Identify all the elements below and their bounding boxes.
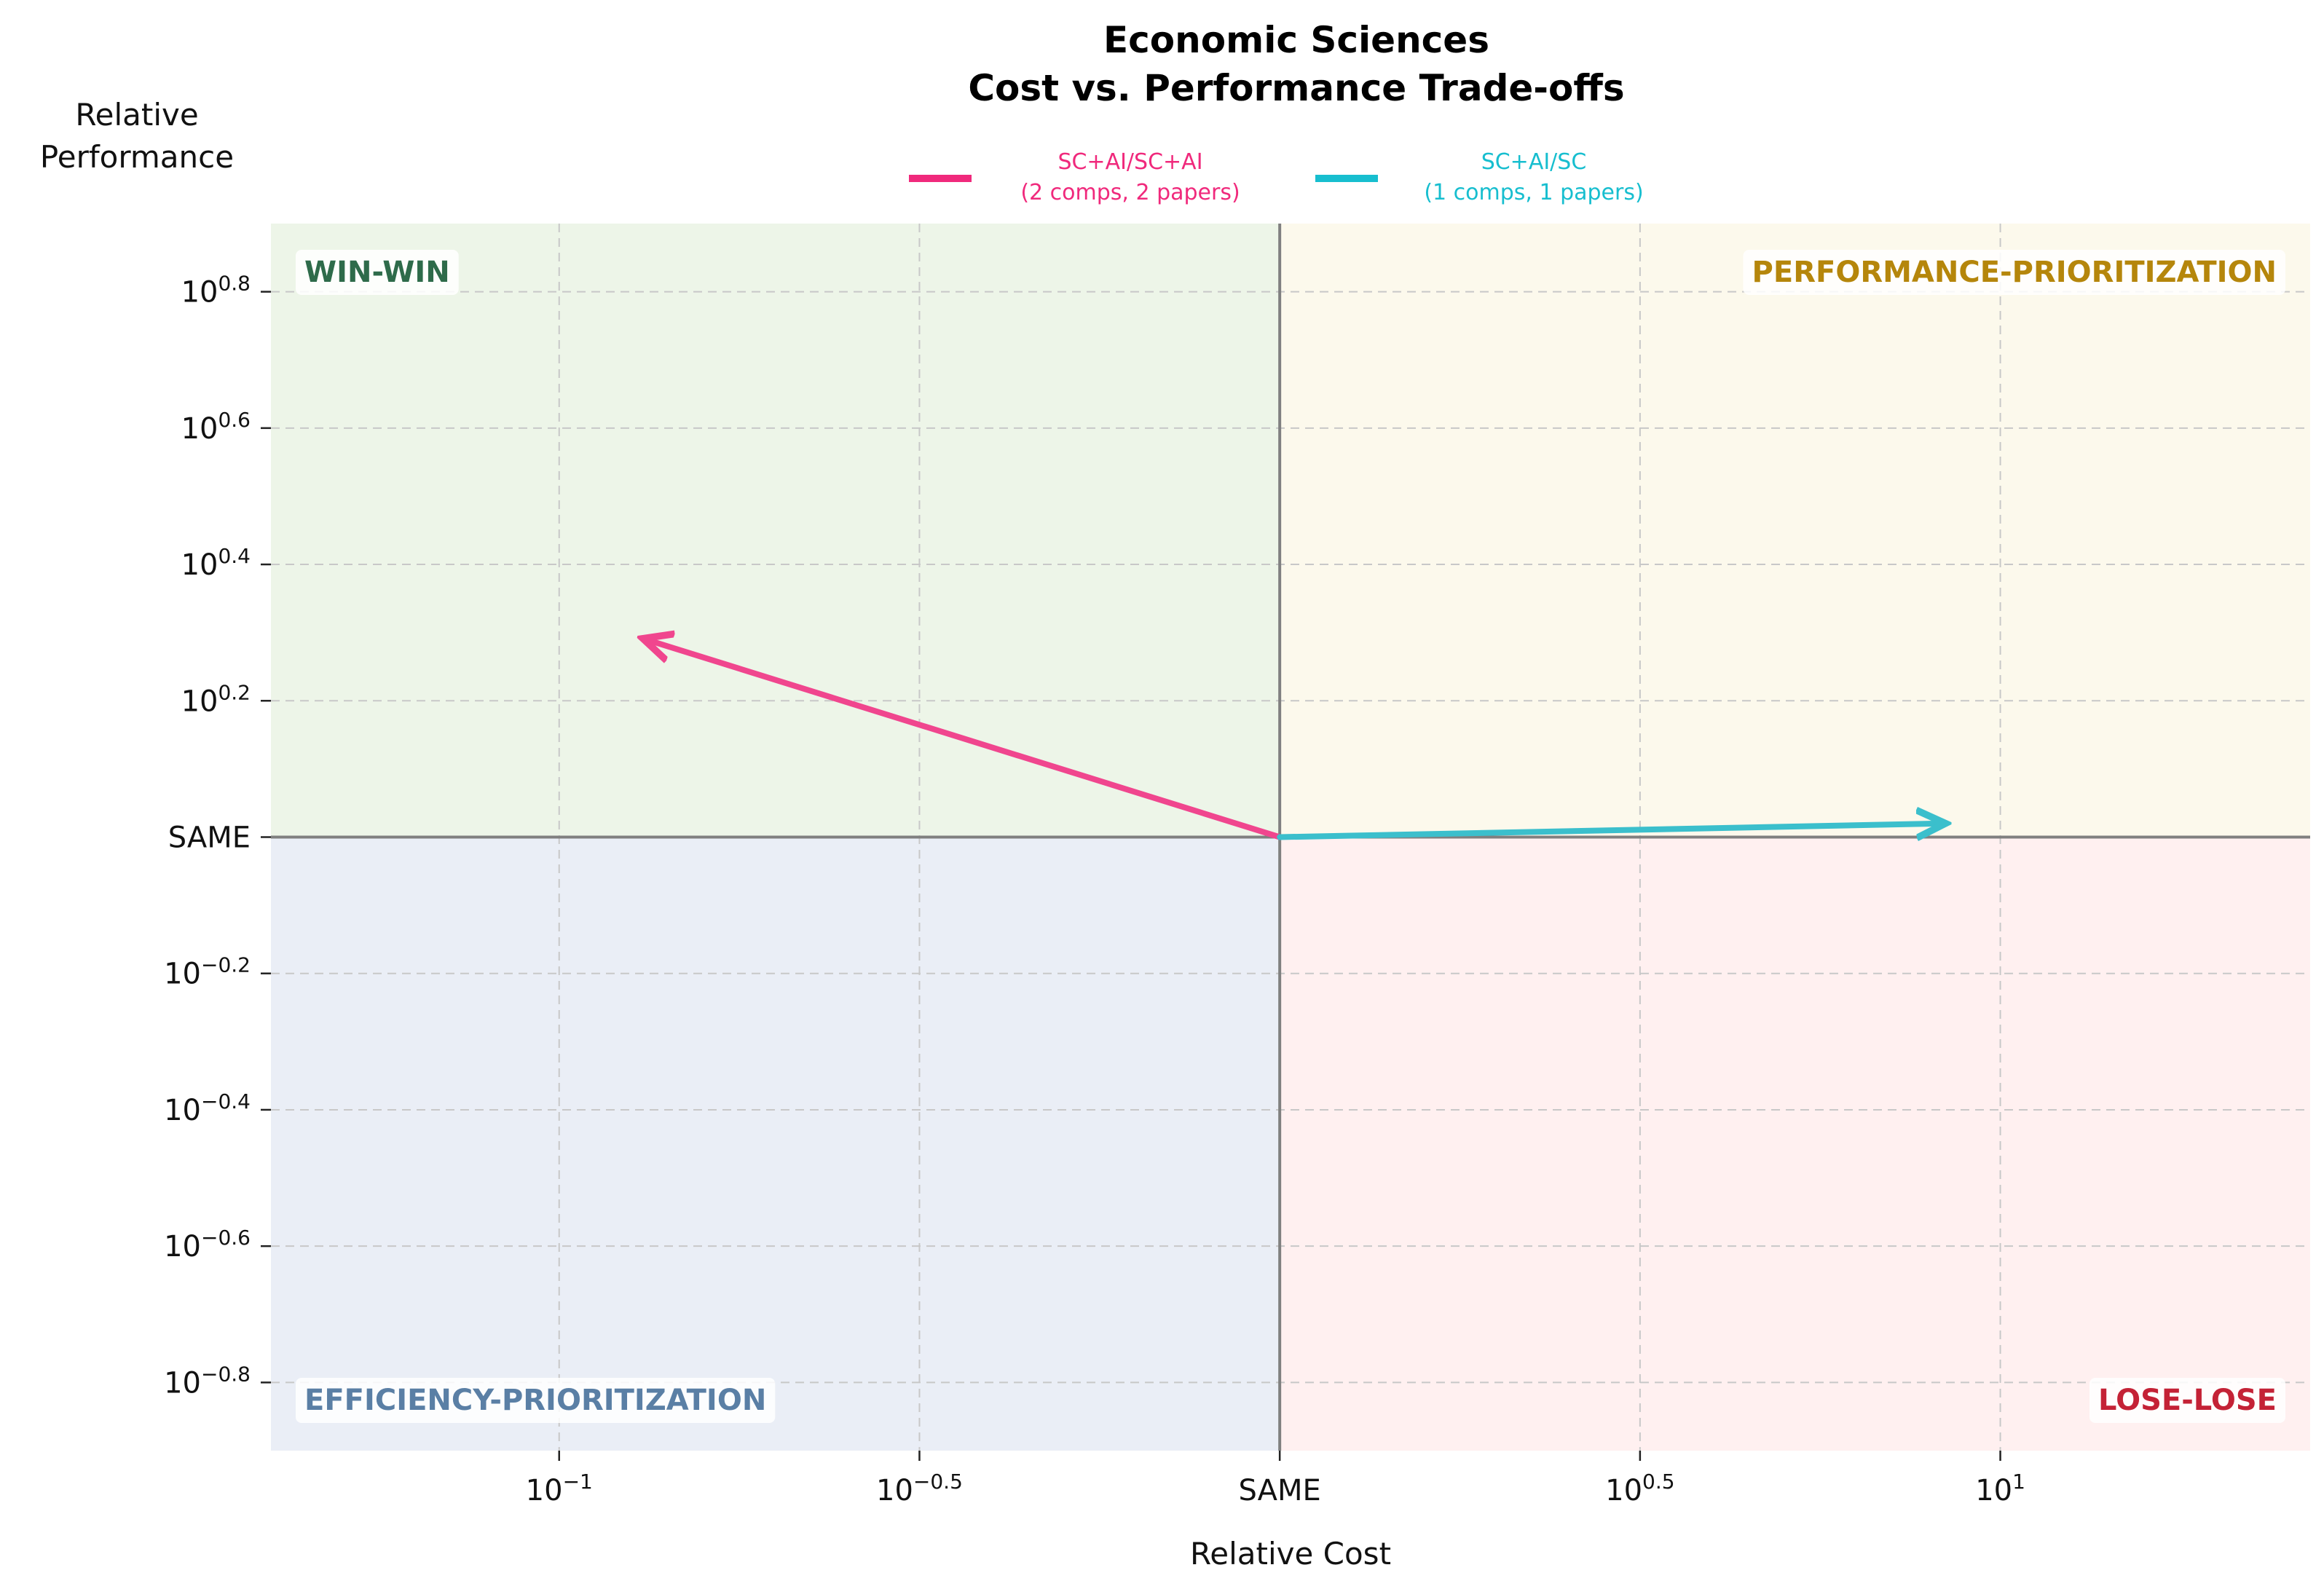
y-tick-label: 100.2 — [181, 680, 251, 718]
quadrant-backgrounds — [271, 224, 2310, 1451]
series — [645, 639, 1942, 837]
x-tick-label: SAME — [1239, 1474, 1321, 1507]
y-axis-label-line-2: Performance — [40, 139, 234, 175]
quadrant-label-box — [296, 250, 459, 295]
x-tick-label: 10−1 — [526, 1470, 593, 1507]
x-tick-label: 101 — [1975, 1470, 2025, 1507]
quadrant-label-box — [2089, 1378, 2285, 1423]
quadrant-label-text: PERFORMANCE-PRIORITIZATION — [1752, 256, 2277, 289]
chart-title-line-2: Cost vs. Performance Trade-offs — [968, 67, 1624, 109]
quadrant-label-top-left: WIN-WIN — [296, 250, 459, 295]
y-tick-label: 10−0.6 — [164, 1226, 251, 1263]
y-tick-label: 100.6 — [181, 408, 251, 446]
quadrant-label-text: WIN-WIN — [304, 256, 450, 289]
quadrant-label-text: EFFICIENCY-PRIORITIZATION — [304, 1384, 766, 1417]
quadrant-label-box — [1743, 250, 2285, 295]
quadrant-label-bottom-right: LOSE-LOSE — [2089, 1378, 2285, 1423]
y-tick-labels: 100.8 100.6 100.4 100.2 SAME 10−0.2 10−0.4 10−0… — [164, 272, 251, 1400]
y-tick-label: 10−0.8 — [164, 1362, 251, 1400]
x-axis-label: Relative Cost — [1190, 1536, 1391, 1572]
quadrant-label-text: LOSE-LOSE — [2098, 1384, 2277, 1417]
series-arrow-2 — [1277, 824, 1942, 837]
legend-detail-series-1: (2 comps, 2 papers) — [1020, 180, 1240, 205]
quadrant-bottom-right — [1280, 837, 2310, 1451]
quadrant-label-box — [296, 1378, 776, 1423]
legend-label-series-2: SC+AI/SC — [1481, 149, 1587, 175]
legend-label-series-1: SC+AI/SC+AI — [1057, 149, 1202, 175]
quadrant-label-bottom-left: EFFICIENCY-PRIORITIZATION — [296, 1378, 776, 1423]
x-tick-labels: 10−1 10−0.5 SAME 100.5 101 — [526, 1470, 2025, 1507]
quadrant-label-top-right: PERFORMANCE-PRIORITIZATION — [1743, 250, 2285, 295]
legend-detail-series-2: (1 comps, 1 papers) — [1424, 180, 1643, 205]
series-arrow-1 — [645, 639, 1283, 840]
quadrant-bottom-left — [271, 837, 1280, 1451]
y-tick-label: 100.8 — [181, 272, 251, 309]
y-tick-label: 10−0.4 — [164, 1089, 251, 1127]
quadrant-top-left — [271, 224, 1280, 837]
y-tick-label: SAME — [168, 821, 251, 855]
y-tick-label: 100.4 — [181, 544, 251, 582]
y-axis-label-line-1: Relative — [75, 97, 198, 133]
chart-title-line-1: Economic Sciences — [1103, 19, 1489, 61]
y-tick-label: 10−0.2 — [164, 953, 251, 991]
legend: SC+AI/SC+AI (2 comps, 2 papers) SC+AI/SC… — [909, 149, 1644, 205]
quadrant-top-right — [1280, 224, 2310, 837]
x-tick-label: 100.5 — [1605, 1470, 1674, 1507]
quadrant-labels: WIN-WIN PERFORMANCE-PRIORITIZATION EFFICIE… — [296, 250, 2285, 1423]
x-tick-label: 10−0.5 — [876, 1470, 963, 1507]
